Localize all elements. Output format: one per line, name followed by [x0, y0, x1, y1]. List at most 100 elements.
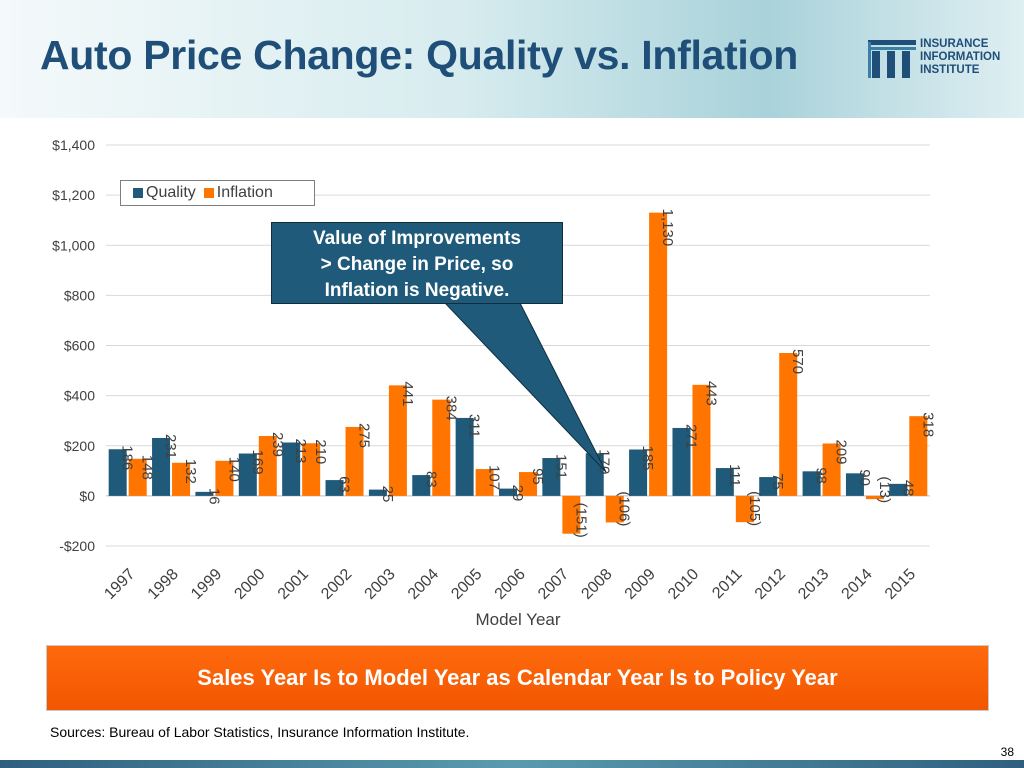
data-label-quality: 169 — [249, 450, 266, 475]
bar-quality — [845, 473, 864, 496]
bar-quality — [325, 480, 344, 496]
x-tick-label: 2002 — [318, 566, 355, 603]
y-tick-label: $0 — [79, 488, 95, 504]
header-band — [0, 0, 1024, 118]
data-label-quality: 98 — [813, 467, 830, 484]
data-label-quality: 185 — [639, 446, 656, 471]
data-label-inflation: 210 — [312, 439, 329, 464]
bar-inflation — [258, 435, 277, 496]
page-title: Auto Price Change: Quality vs. Inflation — [40, 32, 798, 78]
bar-quality — [108, 449, 127, 496]
x-tick-label: 1997 — [101, 566, 138, 603]
x-tick-label: 2010 — [665, 566, 702, 603]
data-label-inflation: 132 — [182, 459, 199, 484]
data-label-quality: 25 — [379, 486, 396, 503]
data-label-quality: 111 — [726, 464, 743, 487]
data-label-quality: 75 — [769, 473, 786, 490]
logo-line-3: INSTITUTE — [920, 64, 980, 76]
x-tick-label: 2008 — [578, 566, 615, 603]
bar-inflation — [302, 443, 321, 496]
data-label-inflation: (106) — [616, 491, 633, 526]
legend-item-quality: Quality — [133, 184, 196, 202]
bar-inflation — [215, 460, 234, 496]
bar-quality — [759, 477, 778, 496]
legend-label-quality: Quality — [146, 184, 196, 201]
bar-quality — [672, 427, 691, 496]
bar-inflation — [865, 495, 884, 500]
bar-quality — [889, 483, 908, 496]
bar-inflation — [432, 399, 451, 496]
x-tick-label: 1999 — [188, 566, 225, 603]
x-tick-label: 2004 — [405, 566, 442, 603]
logo-line-2: INFORMATION — [920, 51, 1001, 63]
bar-inflation — [692, 384, 711, 496]
bar-quality — [282, 442, 301, 496]
iii-logo-icon — [868, 40, 916, 78]
page-number: 38 — [1000, 745, 1014, 759]
x-tick-label: 2011 — [709, 566, 745, 602]
data-label-inflation: 275 — [356, 423, 373, 448]
logo-line-1: INSURANCE — [920, 38, 989, 50]
data-label-quality: 63 — [336, 476, 353, 493]
bar-quality — [715, 468, 734, 496]
data-label-inflation: (105) — [746, 491, 763, 526]
data-label-inflation: (151) — [572, 503, 589, 538]
data-label-inflation: 95 — [529, 468, 546, 485]
x-tick-label: 1998 — [145, 566, 182, 603]
legend-item-inflation: Inflation — [203, 184, 273, 202]
y-tick-label: $1,200 — [52, 187, 95, 203]
x-tick-label: 2009 — [622, 566, 659, 603]
data-label-inflation: 384 — [442, 396, 459, 421]
y-tick-label: -$200 — [59, 538, 95, 554]
bar-quality — [238, 453, 257, 496]
x-tick-label: 2014 — [839, 566, 876, 603]
x-axis-title: Model Year — [475, 610, 560, 629]
bar-inflation — [345, 426, 364, 496]
data-label-quality: 48 — [899, 480, 916, 497]
x-tick-label: 2006 — [492, 566, 529, 603]
x-tick-label: 2001 — [275, 566, 312, 603]
data-label-inflation: 148 — [139, 455, 156, 480]
data-label-quality: 90 — [856, 469, 873, 486]
bar-inflation — [822, 443, 841, 496]
callout-line-2: > Change in Price, so — [320, 254, 514, 275]
y-tick-label: $600 — [64, 338, 95, 354]
bar-inflation — [779, 353, 798, 496]
data-label-quality: 311 — [466, 414, 483, 438]
legend-swatch-quality — [133, 188, 143, 198]
bar-inflation — [475, 469, 494, 496]
data-label-inflation: 209 — [833, 439, 850, 464]
bar-inflation — [172, 462, 191, 496]
data-label-inflation: 318 — [919, 412, 936, 437]
data-label-quality: 29 — [509, 485, 526, 502]
x-tick-label: 2007 — [535, 566, 572, 603]
bottom-band — [0, 760, 1024, 768]
y-tick-label: $400 — [64, 388, 95, 404]
data-label-quality: 83 — [422, 471, 439, 488]
data-label-inflation: 140 — [225, 457, 242, 482]
banner: Sales Year Is to Model Year as Calendar … — [46, 645, 989, 711]
bar-inflation — [519, 472, 537, 496]
legend-swatch-inflation — [203, 188, 214, 198]
x-tick-label: 2000 — [231, 566, 268, 603]
data-label-quality: 186 — [119, 445, 136, 470]
bar-quality — [412, 475, 431, 496]
x-tick-label: 2015 — [882, 566, 919, 603]
y-tick-label: $1,400 — [52, 137, 95, 153]
bar-inflation — [388, 385, 407, 496]
callout-line-3: Inflation is Negative. — [324, 280, 510, 301]
bar-quality — [629, 449, 648, 496]
iii-logo-text: INSURANCE INFORMATION INSTITUTE — [920, 38, 1000, 77]
bar-quality — [455, 417, 474, 496]
data-label-quality: 16 — [205, 488, 222, 505]
data-label-inflation: 239 — [269, 432, 286, 457]
data-label-inflation: 443 — [702, 381, 719, 406]
callout-box: Value of Improvements > Change in Price,… — [271, 222, 563, 304]
bar-quality — [542, 458, 561, 496]
bar-inflation — [128, 458, 147, 496]
data-label-inflation: 107 — [486, 465, 503, 490]
y-tick-label: $800 — [64, 287, 95, 303]
bar-inflation — [649, 212, 668, 496]
data-label-quality: 151 — [552, 454, 569, 479]
bar-inflation — [909, 416, 928, 496]
